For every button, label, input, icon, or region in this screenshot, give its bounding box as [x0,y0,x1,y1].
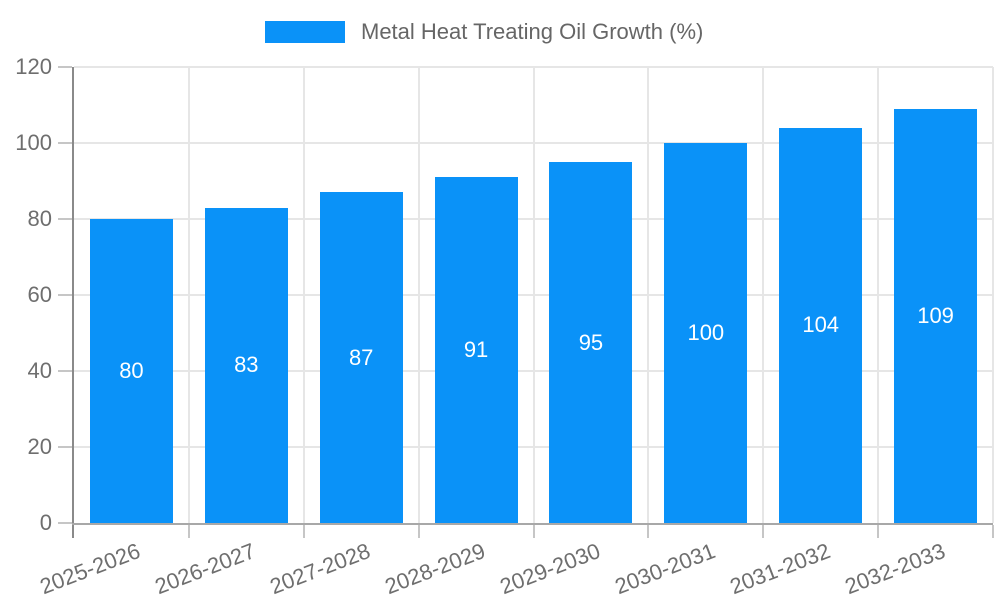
x-tick-mark [647,525,650,538]
y-tick-mark [58,142,72,144]
y-axis-line [72,67,74,538]
bar: 109 [894,108,978,523]
y-tick-label: 0 [39,510,52,535]
y-tick-label: 20 [27,434,52,459]
bar-value-label: 80 [119,358,144,383]
x-axis-line [72,523,993,525]
x-tick-mark [417,525,420,538]
gridline-vertical [302,67,305,523]
x-tick-mark [187,525,190,538]
y-tick-label: 80 [27,206,52,231]
bar: 95 [549,162,633,523]
bar-value-label: 87 [348,344,374,370]
legend-label: Metal Heat Treating Oil Growth (%) [361,19,704,44]
y-tick-label: 40 [27,358,52,383]
bar: 91 [434,177,518,523]
bar: 80 [89,219,173,523]
y-tick-mark [58,294,72,296]
y-tick-mark [58,218,72,220]
bar: 104 [779,127,863,523]
bar: 83 [204,207,288,523]
legend-swatch [265,21,345,43]
y-tick-label: 60 [27,282,52,307]
bar-value-label: 91 [463,337,489,363]
gridline-vertical [417,67,420,523]
gridline-vertical [647,67,650,523]
y-tick-label: 120 [15,54,52,79]
y-tick-mark [58,446,72,448]
gridline-vertical [532,67,535,523]
x-tick-mark [762,525,765,538]
legend[interactable]: Metal Heat Treating Oil Growth (%) [265,19,703,45]
x-tick-mark [532,525,535,538]
bar: 100 [664,143,748,523]
y-tick-mark [58,522,72,524]
bar: 87 [319,192,403,523]
gridline-vertical [992,67,994,523]
gridline-vertical [877,67,880,523]
bar-value-label: 95 [578,329,604,355]
y-tick-label: 100 [15,130,52,155]
bar-value-label: 109 [917,302,954,328]
x-tick-mark [992,525,994,538]
x-tick-mark [302,525,305,538]
bar-value-label: 83 [234,352,259,378]
bar-value-label: 104 [802,312,840,338]
gridline-vertical [187,67,190,523]
bar-value-label: 100 [687,320,725,345]
y-tick-mark [58,370,72,372]
y-tick-mark [58,66,72,68]
x-tick-mark [877,525,880,538]
gridline-vertical [762,67,765,523]
